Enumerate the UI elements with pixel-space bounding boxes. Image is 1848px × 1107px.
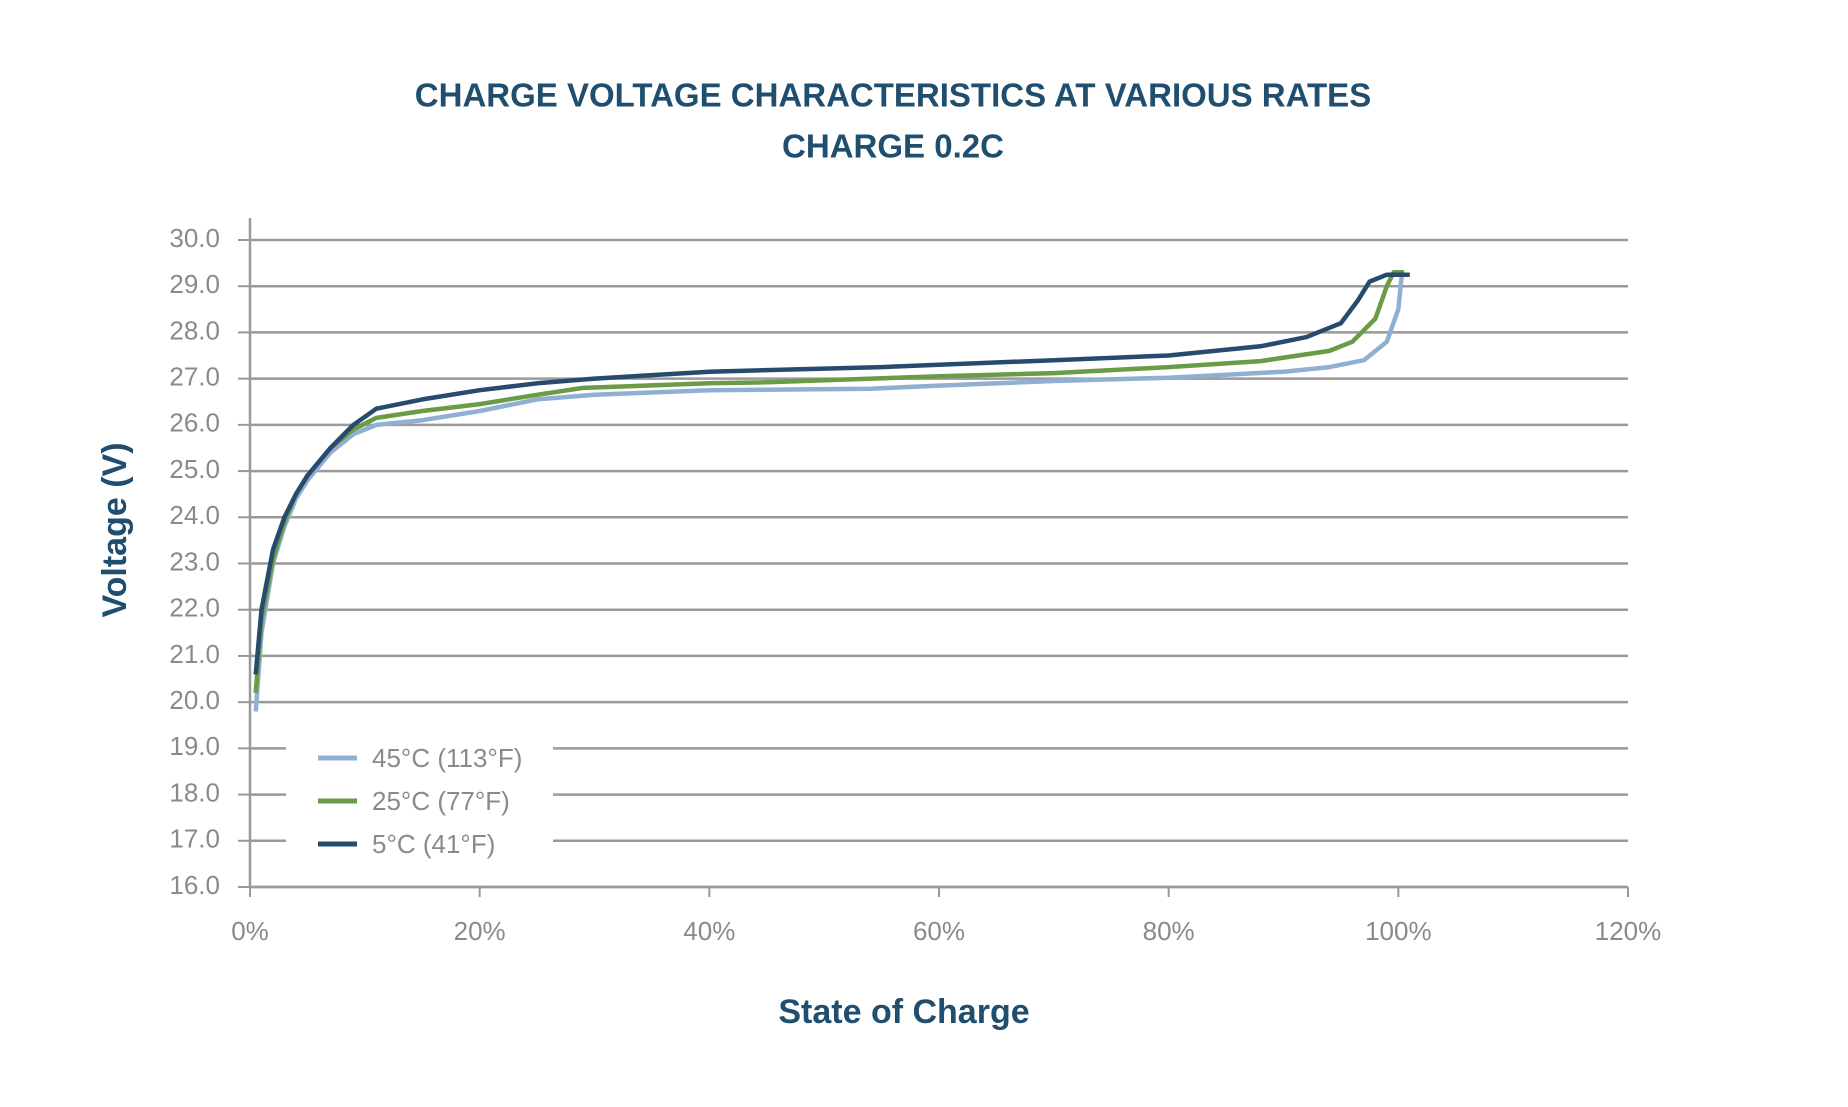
series-line: [253, 270, 1405, 694]
y-tick-label: 22.0: [169, 593, 220, 623]
y-tick-label: 17.0: [169, 824, 220, 854]
y-tick-label: 27.0: [169, 362, 220, 392]
chart-title: CHARGE VOLTAGE CHARACTERISTICS AT VARIOU…: [415, 77, 1371, 114]
legend-label: 25°C (77°F): [372, 786, 510, 816]
y-tick-label: 24.0: [169, 500, 220, 530]
y-tick-label: 20.0: [169, 685, 220, 715]
y-tick-label: 19.0: [169, 731, 220, 761]
y-tick-label: 25.0: [169, 454, 220, 484]
x-tick-label: 60%: [913, 916, 965, 946]
x-tick-label: 40%: [683, 916, 735, 946]
y-tick-label: 21.0: [169, 639, 220, 669]
x-axis-label: State of Charge: [778, 993, 1029, 1031]
x-tick-label: 80%: [1143, 916, 1195, 946]
y-tick-label: 23.0: [169, 546, 220, 576]
series-line: [253, 272, 1410, 675]
chart-subtitle: CHARGE 0.2C: [782, 128, 1004, 165]
y-tick-label: 26.0: [169, 408, 220, 438]
legend-label: 45°C (113°F): [372, 743, 522, 773]
y-tick-label: 28.0: [169, 315, 220, 345]
series-line: [253, 274, 1405, 712]
legend-label: 5°C (41°F): [372, 829, 495, 859]
x-tick-label: 0%: [231, 916, 269, 946]
y-tick-label: 16.0: [169, 870, 220, 900]
x-tick-label: 20%: [454, 916, 506, 946]
y-axis-label: Voltage (V): [96, 442, 134, 617]
y-tick-label: 29.0: [169, 269, 220, 299]
y-tick-label: 30.0: [169, 223, 220, 253]
y-tick-label: 18.0: [169, 777, 220, 807]
x-tick-label: 100%: [1365, 916, 1432, 946]
x-tick-label: 120%: [1595, 916, 1662, 946]
